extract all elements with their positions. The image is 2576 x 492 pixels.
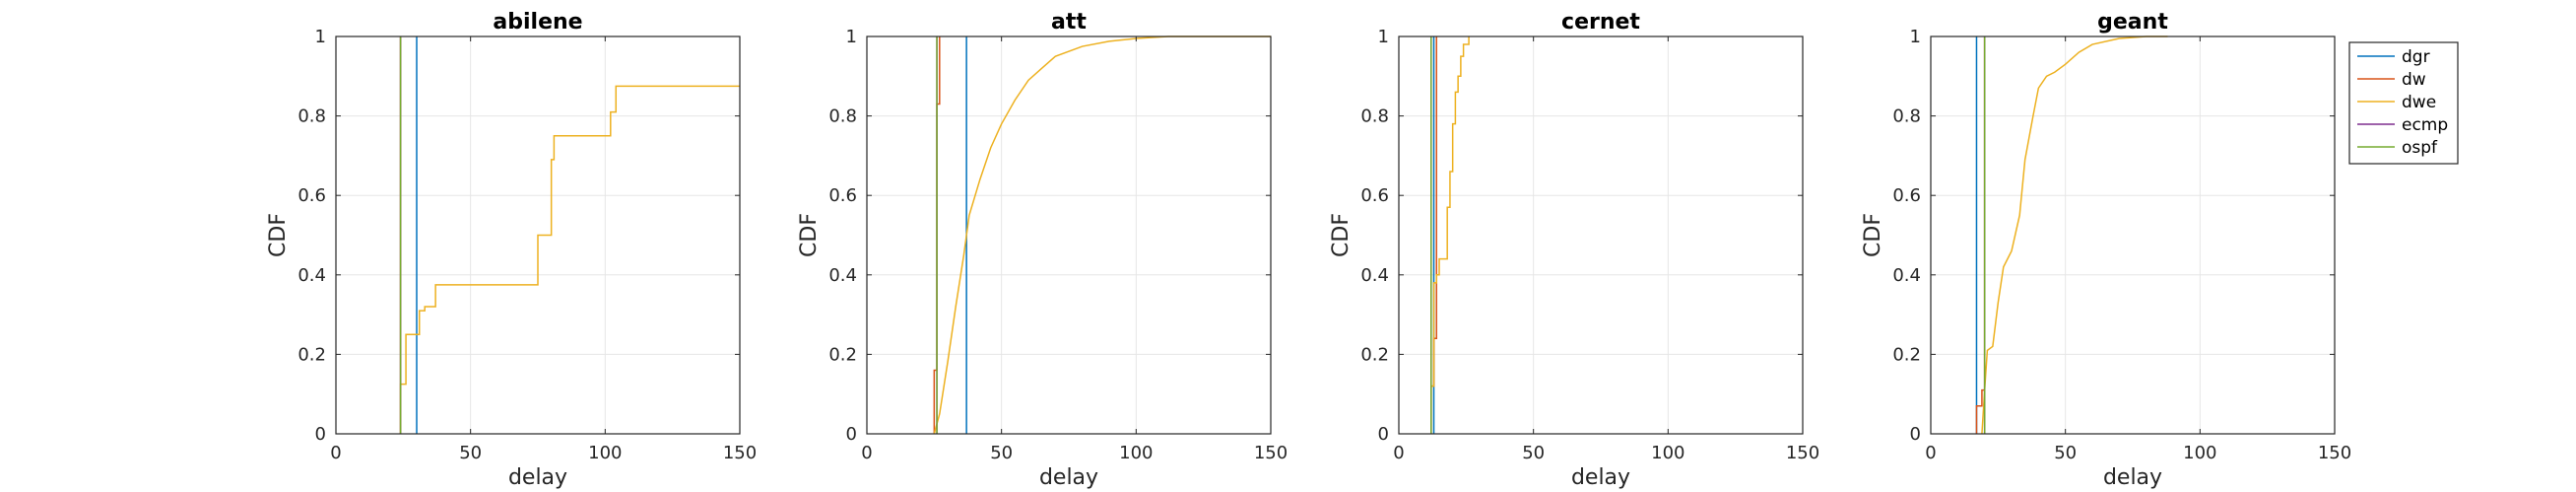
x-tick-label: 150 (1786, 443, 1819, 463)
y-tick-label: 0.4 (1360, 265, 1389, 286)
series-line-dwe (1430, 36, 1470, 434)
x-axis-label: delay (508, 465, 567, 490)
x-axis-label: delay (1571, 465, 1630, 490)
series-line-dwe (933, 35, 1271, 435)
x-tick-label: 0 (861, 443, 872, 463)
legend-label: ecmp (2402, 115, 2448, 135)
legend-label: ospf (2402, 138, 2438, 158)
axes-box (1930, 35, 2336, 435)
y-tick-label: 1 (315, 27, 326, 47)
plot-area (1931, 36, 2335, 434)
y-axis-label: CDF (1861, 213, 1885, 257)
legend-label: dw (2402, 70, 2426, 90)
y-tick-label: 1 (846, 27, 857, 47)
series-group (933, 35, 1271, 435)
x-tick-label: 100 (1119, 443, 1153, 463)
chart-title: geant (2097, 10, 2168, 35)
x-tick-label: 50 (459, 443, 482, 463)
x-tick-label: 0 (1925, 443, 1936, 463)
x-tick-label: 0 (330, 443, 341, 463)
legend: dgr dw dwe ecmp ospf (2348, 41, 2459, 165)
y-tick-label: 0.6 (828, 185, 857, 206)
series-line-dwe (399, 85, 740, 434)
chart-title: att (1051, 10, 1087, 35)
plot-area (1399, 36, 1803, 434)
chart-title: abilene (493, 10, 582, 35)
panel-cernet: 0 50 100 150 0 0.2 0.4 0.6 0.8 1 cernet delay CDF (1329, 10, 1819, 490)
legend-item-dgr: dgr (2357, 47, 2430, 67)
x-tick-label: 150 (2318, 443, 2351, 463)
y-tick-label: 0.8 (1892, 106, 1921, 127)
x-tick-label: 150 (723, 443, 757, 463)
x-axis-label: delay (2103, 465, 2162, 490)
legend-item-dwe: dwe (2357, 93, 2436, 112)
legend-label: dwe (2402, 93, 2436, 112)
y-axis-label: CDF (1329, 213, 1354, 257)
y-tick-label: 0.4 (297, 265, 326, 286)
y-tick-label: 0.6 (1892, 185, 1921, 206)
y-tick-label: 0.2 (1892, 344, 1921, 365)
x-tick-label: 50 (2054, 443, 2077, 463)
y-tick-label: 0.2 (297, 344, 326, 365)
y-tick-label: 0 (1910, 424, 1921, 445)
x-tick-label: 50 (1522, 443, 1545, 463)
y-tick-label: 1 (1378, 27, 1389, 47)
chart-title: cernet (1561, 10, 1640, 35)
y-tick-label: 0.2 (1360, 344, 1389, 365)
axes-box (335, 35, 741, 435)
y-tick-label: 0 (315, 424, 326, 445)
y-tick-label: 1 (1910, 27, 1921, 47)
series-line-dwe (1981, 35, 2168, 435)
panel-abilene: 0 50 100 150 0 0.2 0.4 0.6 0.8 1 abilene delay CDF (266, 10, 757, 490)
legend-box (2348, 41, 2459, 165)
series-group (399, 36, 740, 434)
y-axis-label: CDF (797, 213, 822, 257)
axes-box (1398, 35, 1804, 435)
y-tick-label: 0.2 (828, 344, 857, 365)
panel-att: 0 50 100 150 0 0.2 0.4 0.6 0.8 1 att delay CDF (797, 10, 1288, 490)
x-axis-label: delay (1039, 465, 1098, 490)
panel-geant: 0 50 100 150 0 0.2 0.4 0.6 0.8 1 geant delay CDF (1861, 10, 2351, 490)
y-tick-label: 0.8 (828, 106, 857, 127)
legend-label: dgr (2402, 47, 2430, 67)
plot-area (867, 36, 1271, 434)
x-tick-label: 100 (588, 443, 622, 463)
y-axis-label: CDF (266, 213, 291, 257)
y-tick-label: 0.8 (1360, 106, 1389, 127)
legend-item-ecmp: ecmp (2357, 115, 2448, 135)
y-tick-label: 0 (846, 424, 857, 445)
series-group (1975, 35, 2168, 435)
axes-box (866, 35, 1272, 435)
y-tick-label: 0.4 (1892, 265, 1921, 286)
legend-item-ospf: ospf (2357, 138, 2438, 158)
x-tick-label: 0 (1393, 443, 1404, 463)
y-tick-label: 0.6 (1360, 185, 1389, 206)
x-tick-label: 150 (1254, 443, 1288, 463)
legend-item-dw: dw (2357, 70, 2426, 90)
y-tick-label: 0.6 (297, 185, 326, 206)
y-tick-label: 0 (1378, 424, 1389, 445)
y-tick-label: 0.4 (828, 265, 857, 286)
x-tick-label: 50 (990, 443, 1013, 463)
x-tick-label: 100 (1651, 443, 1684, 463)
y-tick-label: 0.8 (297, 106, 326, 127)
x-tick-label: 100 (2183, 443, 2216, 463)
series-group (1430, 36, 1470, 434)
